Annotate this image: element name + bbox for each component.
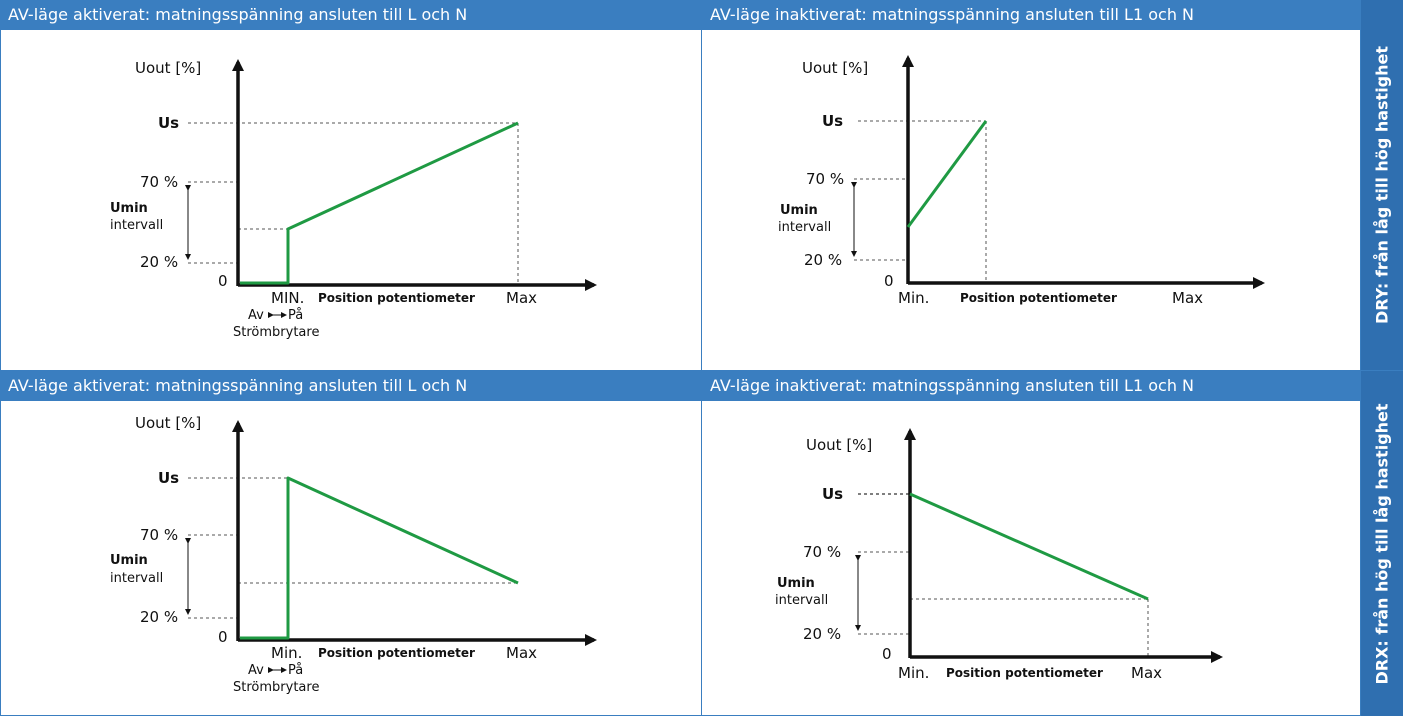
switch-off-label: Av (248, 663, 264, 678)
output-curve (906, 120, 988, 228)
output-curve (909, 492, 1149, 601)
umin-label: Umin (110, 553, 148, 568)
zero-label: 0 (218, 628, 228, 646)
panel-header: AV-läge inaktiverat: matningsspänning an… (702, 371, 1360, 401)
x-position-label: Position potentiometer (946, 666, 1103, 680)
y-axis-label: Uout [%] (802, 59, 868, 77)
chart-panel-dry-off: Uout [%] Us 70 % Umin intervall 20 % 0 M… (778, 55, 1265, 307)
y-axis-label: Uout [%] (806, 436, 872, 454)
x-position-label: Position potentiometer (960, 291, 1117, 305)
output-curve (240, 121, 519, 285)
switch-label: Strömbrytare (233, 680, 319, 695)
x-position-label: Position potentiometer (318, 646, 475, 660)
x-min-label: Min. (271, 644, 302, 662)
grid-divider-vertical (1360, 0, 1361, 716)
chart-panel-drx-on: Uout [%] Us 70 % Umin intervall 20 % 0 M… (110, 414, 597, 695)
side-label-dry: DRY: från låg till hög hastighet (1372, 45, 1392, 325)
side-label-drx: DRX: från hög till låg hastighet (1372, 402, 1392, 685)
umin-sub-label: intervall (778, 220, 831, 235)
panel-header: AV-läge inaktiverat: matningsspänning an… (702, 0, 1360, 30)
side-label-box: DRX: från hög till låg hastighet (1361, 371, 1403, 716)
umin-label: Umin (110, 201, 148, 216)
output-curve (240, 476, 519, 640)
label-70: 70 % (140, 526, 178, 544)
us-label: Us (158, 114, 179, 132)
panel-header: AV-läge aktiverat: matningsspänning ansl… (0, 371, 701, 401)
label-70: 70 % (803, 543, 841, 561)
umin-sub-label: intervall (775, 593, 828, 608)
panel-header: AV-läge aktiverat: matningsspänning ansl… (0, 0, 701, 30)
switch-off-label: Av (248, 308, 264, 323)
switch-on-label: På (288, 663, 303, 678)
umin-sub-label: intervall (110, 571, 163, 586)
side-label-box: DRY: från låg till hög hastighet (1361, 0, 1403, 370)
chart-panel-dry-on: Uout [%] Us 70 % Umin intervall 20 % 0 M… (110, 59, 597, 340)
us-label: Us (822, 485, 843, 503)
x-min-label: MIN. (271, 289, 304, 307)
umin-sub-label: intervall (110, 218, 163, 233)
x-min-label: Min. (898, 664, 929, 682)
label-70: 70 % (140, 173, 178, 191)
label-70: 70 % (806, 170, 844, 188)
us-label: Us (158, 469, 179, 487)
zero-label: 0 (882, 645, 892, 663)
label-20: 20 % (140, 253, 178, 271)
x-position-label: Position potentiometer (318, 291, 475, 305)
label-20: 20 % (804, 251, 842, 269)
umin-label: Umin (780, 203, 818, 218)
x-min-label: Min. (898, 289, 929, 307)
us-label: Us (822, 112, 843, 130)
y-axis-label: Uout [%] (135, 414, 201, 432)
grid-divider-vertical (701, 0, 702, 716)
chart-panel-drx-off: Uout [%] Us 70 % Umin intervall 20 % 0 M… (775, 428, 1223, 682)
grid-divider-horizontal (0, 370, 1403, 371)
x-max-label: Max (1172, 289, 1203, 307)
x-max-label: Max (506, 289, 537, 307)
x-max-label: Max (1131, 664, 1162, 682)
zero-label: 0 (218, 272, 228, 290)
switch-on-label: På (288, 308, 303, 323)
label-20: 20 % (803, 625, 841, 643)
umin-label: Umin (777, 576, 815, 591)
label-20: 20 % (140, 608, 178, 626)
y-axis-label: Uout [%] (135, 59, 201, 77)
zero-label: 0 (884, 272, 894, 290)
switch-label: Strömbrytare (233, 325, 319, 340)
x-max-label: Max (506, 644, 537, 662)
